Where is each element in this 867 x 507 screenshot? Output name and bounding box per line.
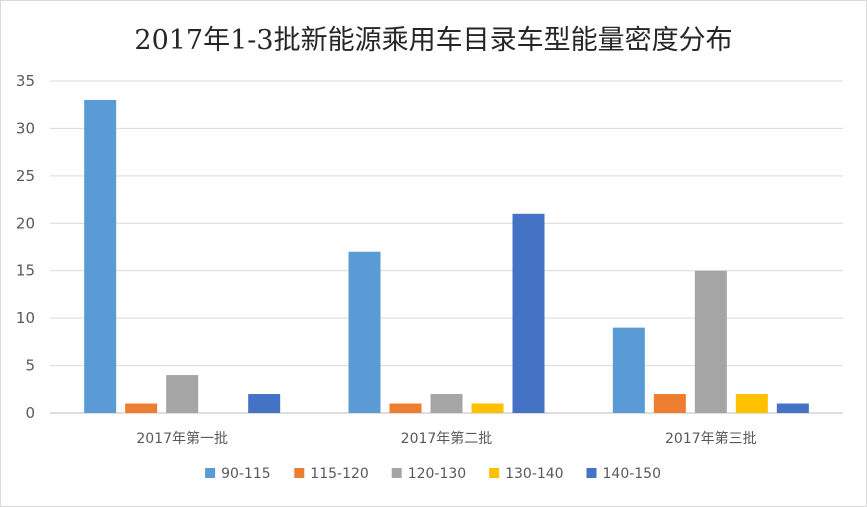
y-tick-label: 20 (16, 214, 35, 232)
legend-label: 140-150 (603, 466, 662, 482)
y-tick-label: 35 (16, 72, 35, 90)
legend-label: 120-130 (408, 466, 467, 482)
bar (348, 251, 381, 413)
bars (84, 99, 809, 413)
legend-swatch (489, 468, 500, 478)
bar (248, 394, 281, 413)
bar (653, 394, 686, 413)
bar (84, 99, 117, 413)
legend: 90-115 115-120 120-130 130-140 140-150 (205, 466, 661, 482)
y-tick-label: 25 (16, 167, 35, 185)
x-axis-ticks: 2017年第一批 2017年第二批 2017年第三批 (136, 430, 756, 447)
bar (735, 394, 768, 413)
legend-swatch (294, 468, 305, 478)
legend-label: 90-115 (221, 466, 271, 482)
x-tick-label: 2017年第三批 (665, 430, 757, 447)
bar (612, 327, 645, 413)
y-tick-label: 30 (16, 119, 35, 137)
y-axis-ticks: 0 5 10 15 20 25 30 35 (16, 72, 35, 422)
chart-title: 2017年1-3批新能源乘用车目录车型能量密度分布 (134, 25, 733, 56)
x-tick-label: 2017年第一批 (136, 430, 228, 447)
y-tick-label: 15 (16, 262, 35, 280)
legend-label: 130-140 (505, 466, 563, 482)
bar (125, 403, 158, 413)
bar (512, 213, 545, 413)
bar (430, 394, 463, 413)
bar (694, 270, 727, 413)
bar (471, 403, 504, 413)
y-tick-label: 10 (16, 309, 35, 327)
y-tick-label: 5 (25, 357, 35, 375)
legend-swatch (586, 468, 597, 478)
legend-swatch (391, 468, 402, 478)
bar (776, 403, 809, 413)
bar (389, 403, 422, 413)
bar (166, 375, 199, 413)
y-tick-label: 0 (25, 404, 35, 422)
legend-swatch (205, 468, 216, 478)
legend-label: 115-120 (310, 466, 369, 482)
x-tick-label: 2017年第二批 (401, 430, 493, 447)
